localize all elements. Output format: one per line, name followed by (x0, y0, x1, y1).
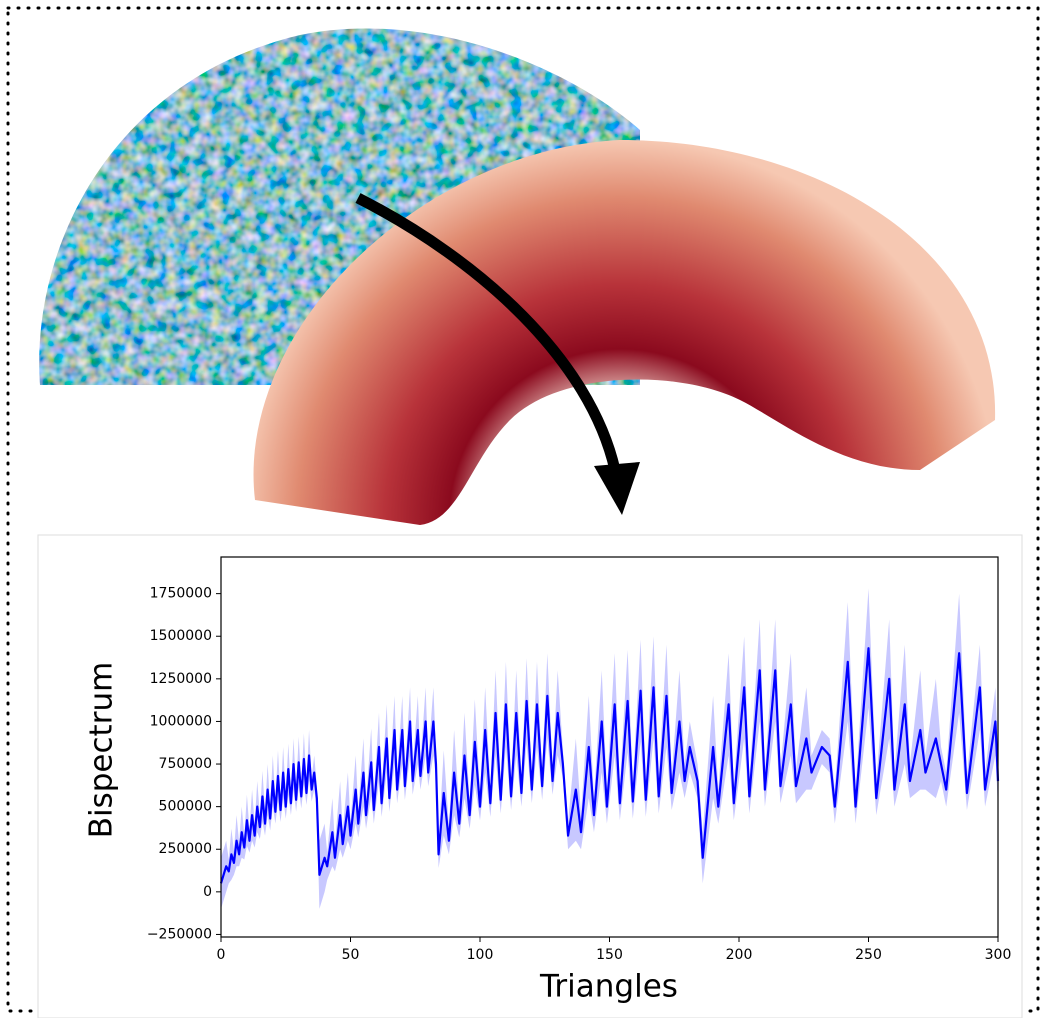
y-tick-label: 1750000 (150, 586, 212, 602)
x-tick-label: 300 (985, 947, 1012, 963)
data-line (219, 647, 1000, 884)
dotted-border (6, 6, 1040, 1013)
x-tick-label: 250 (855, 947, 882, 963)
y-tick-label: −250000 (147, 926, 212, 942)
x-tick-label: 200 (726, 947, 753, 963)
error-band (221, 588, 998, 909)
y-tick-label: 500000 (159, 799, 212, 815)
x-tick-label: 0 (217, 947, 226, 963)
arrow-head (594, 462, 640, 515)
y-tick-label: 0 (203, 884, 212, 900)
x-tick-label: 150 (596, 947, 623, 963)
y-tick-label: 1500000 (150, 628, 212, 644)
plot (219, 588, 1000, 909)
y-tick-label: 1000000 (150, 713, 212, 729)
x-axis-label: Triangles (539, 969, 678, 1005)
x-tick-label: 50 (342, 947, 360, 963)
y-tick-label: 250000 (159, 841, 212, 857)
bispectrum-fan (253, 140, 996, 525)
y-tick-label: 750000 (159, 756, 212, 772)
x-tick-label: 100 (467, 947, 494, 963)
y-axis-label: Bispectrum (84, 662, 120, 839)
arrow (355, 193, 621, 472)
y-tick-label: 1250000 (150, 671, 212, 687)
